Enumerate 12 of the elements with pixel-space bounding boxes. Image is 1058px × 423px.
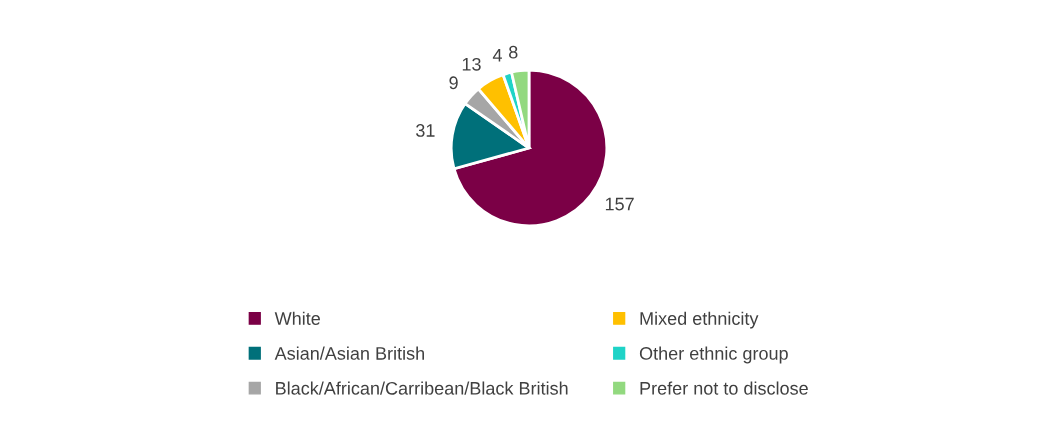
- data-label: 31: [416, 124, 435, 137]
- data-label: 8: [509, 45, 518, 59]
- legend-label: Asian/Asian British: [274, 346, 424, 360]
- legend-label: Black/African/Carribean/Black British: [276, 381, 568, 395]
- legend-label: Prefer not to disclose: [640, 381, 808, 395]
- data-label: 13: [462, 57, 481, 71]
- data-label: 157: [605, 197, 634, 211]
- legend-label: Mixed ethnicity: [640, 311, 759, 329]
- data-label: 9: [449, 76, 458, 90]
- legend-label: Other ethnic group: [639, 346, 788, 364]
- data-label: 4: [492, 49, 502, 62]
- legend-label: White: [274, 311, 320, 325]
